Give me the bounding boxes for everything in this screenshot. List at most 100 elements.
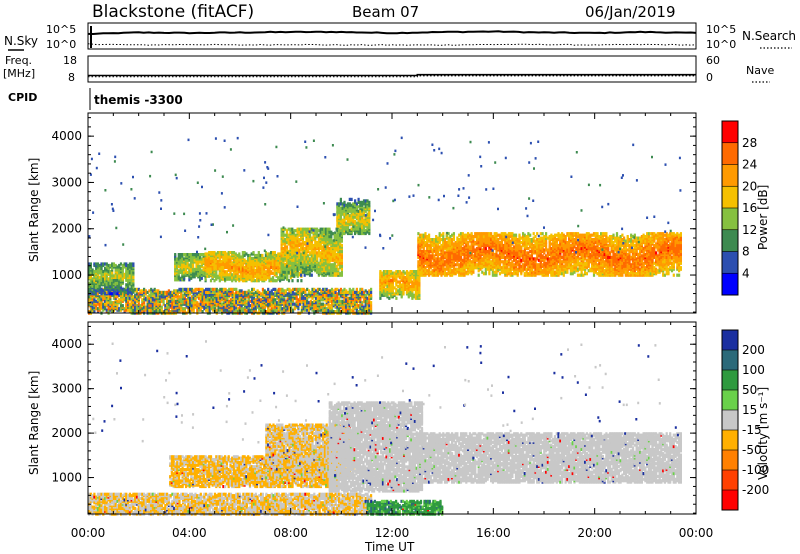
power-cell: [252, 307, 256, 311]
power-cell: [88, 268, 91, 272]
power-cell: [426, 235, 429, 239]
power-cell: [354, 230, 357, 234]
power-cell: [284, 299, 287, 303]
power-cell: [247, 256, 250, 261]
power-cell: [362, 211, 366, 215]
power-cell: [260, 298, 263, 302]
power-cell: [332, 293, 335, 297]
power-cell: [337, 236, 340, 240]
freq-axis-bottom: 8: [68, 71, 75, 84]
power-cell: [229, 255, 232, 259]
power-cell: [414, 290, 417, 294]
power-cell: [397, 289, 400, 293]
power-cell: [123, 262, 126, 266]
power-cell: [232, 267, 236, 271]
power-cell: [350, 227, 353, 231]
power-cell: [295, 265, 298, 269]
power-cell: [327, 305, 330, 309]
power-cell: [167, 302, 170, 306]
power-cell: [201, 310, 204, 314]
power-cell: [166, 310, 169, 314]
power-cell: [256, 289, 259, 293]
power-cell: [292, 273, 296, 277]
power-cell: [361, 230, 364, 234]
power-cell: [109, 275, 112, 279]
power-cell: [293, 287, 296, 291]
power-cell: [381, 293, 384, 297]
power-cell: [384, 270, 387, 274]
power-cell: [162, 298, 165, 302]
power-cell: [151, 304, 154, 308]
power-cell: [171, 301, 174, 305]
nsky-label: N.Sky: [4, 34, 38, 48]
power-cell: [137, 302, 140, 306]
power-cell: [197, 293, 201, 297]
power-cell: [285, 264, 289, 268]
power-cell: [128, 302, 131, 306]
power-cell: [409, 290, 412, 294]
power-cell: [325, 296, 328, 300]
power-cell: [218, 271, 221, 275]
power-cell: [128, 290, 131, 294]
power-cell: [144, 296, 147, 300]
power-cell: [323, 293, 327, 297]
power-cell: [125, 277, 128, 281]
power-cell: [189, 292, 192, 296]
power-cell: [357, 217, 360, 221]
power-cell: [91, 277, 94, 281]
power-cell: [141, 302, 144, 306]
power-cell: [241, 251, 244, 255]
power-cell: [282, 263, 285, 267]
power-cell: [340, 249, 343, 254]
power-cell: [296, 257, 299, 261]
power-cell: [224, 277, 227, 281]
power-cell: [127, 283, 130, 287]
power-cell: [362, 305, 366, 309]
power-cell: [217, 302, 220, 306]
power-cell: [222, 277, 225, 281]
power-cell: [348, 228, 351, 233]
power-cell: [298, 264, 301, 268]
power-cell: [270, 256, 273, 261]
power-cell: [343, 223, 346, 227]
power-cell: [235, 290, 238, 294]
power-cell: [341, 202, 344, 206]
power-cell: [308, 264, 312, 268]
power-cell: [319, 258, 322, 262]
power-cell: [105, 302, 108, 306]
power-cell: [98, 298, 101, 302]
power-cell: [307, 254, 310, 258]
power-cell: [272, 301, 275, 305]
power-cell: [359, 230, 362, 234]
power-cell: [183, 307, 186, 311]
power-cell: [303, 230, 306, 234]
power-cell: [197, 287, 201, 291]
power-cell: [402, 289, 405, 293]
power-cell: [285, 269, 289, 273]
power-cell: [339, 202, 342, 206]
power-cell: [219, 293, 222, 297]
power-cell: [263, 293, 266, 297]
power-cell: [313, 295, 316, 299]
power-cell: [338, 292, 341, 296]
power-cell: [261, 287, 264, 291]
power-cell: [357, 310, 360, 314]
power-cell: [287, 267, 290, 271]
power-cell: [247, 289, 250, 293]
power-cell: [335, 273, 338, 277]
power-cell: [405, 274, 409, 278]
power-cell: [359, 200, 362, 204]
power-cell: [114, 275, 117, 279]
power-cell: [354, 224, 357, 228]
power-cell: [275, 271, 278, 275]
power-cell: [95, 269, 98, 274]
power-cell: [322, 293, 325, 297]
power-cell: [93, 284, 96, 288]
power-cell: [336, 209, 339, 213]
power-cell: [303, 227, 306, 231]
power-cell: [242, 290, 245, 294]
power-cell: [153, 298, 156, 302]
power-cell: [236, 253, 239, 258]
power-cell: [298, 238, 301, 242]
power-cell: [206, 252, 209, 256]
